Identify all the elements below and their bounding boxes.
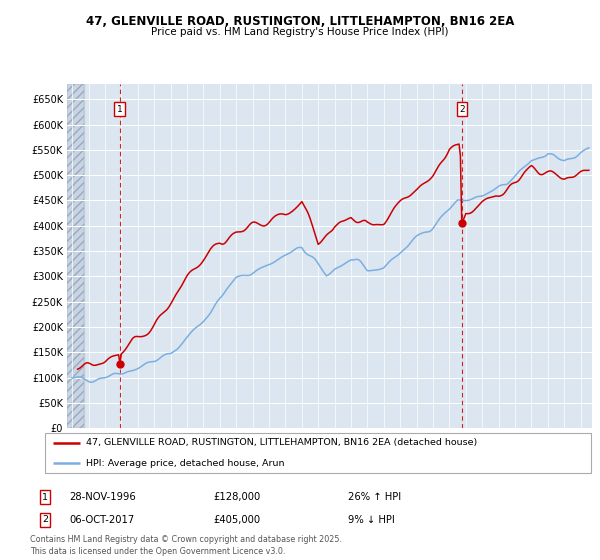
Text: 47, GLENVILLE ROAD, RUSTINGTON, LITTLEHAMPTON, BN16 2EA: 47, GLENVILLE ROAD, RUSTINGTON, LITTLEHA… <box>86 15 514 27</box>
Text: 1: 1 <box>117 105 123 114</box>
Text: 2: 2 <box>459 105 465 114</box>
Text: 06-OCT-2017: 06-OCT-2017 <box>69 515 134 525</box>
Text: 1: 1 <box>42 493 48 502</box>
Text: Price paid vs. HM Land Registry's House Price Index (HPI): Price paid vs. HM Land Registry's House … <box>151 27 449 37</box>
Text: £128,000: £128,000 <box>213 492 260 502</box>
Bar <box>67 84 83 428</box>
Text: 26% ↑ HPI: 26% ↑ HPI <box>348 492 401 502</box>
FancyBboxPatch shape <box>45 433 591 473</box>
Text: 2: 2 <box>42 515 48 524</box>
Text: £405,000: £405,000 <box>213 515 260 525</box>
Bar <box>67 84 83 428</box>
Text: 9% ↓ HPI: 9% ↓ HPI <box>348 515 395 525</box>
Text: HPI: Average price, detached house, Arun: HPI: Average price, detached house, Arun <box>86 459 284 468</box>
Text: Contains HM Land Registry data © Crown copyright and database right 2025.
This d: Contains HM Land Registry data © Crown c… <box>30 535 342 556</box>
Text: 47, GLENVILLE ROAD, RUSTINGTON, LITTLEHAMPTON, BN16 2EA (detached house): 47, GLENVILLE ROAD, RUSTINGTON, LITTLEHA… <box>86 438 477 447</box>
Text: 28-NOV-1996: 28-NOV-1996 <box>69 492 136 502</box>
